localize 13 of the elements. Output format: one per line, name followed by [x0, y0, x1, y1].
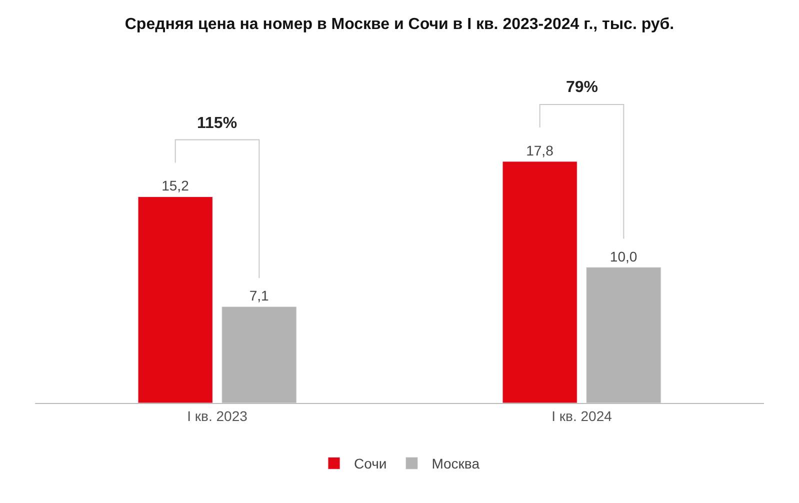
data-label: 10,0: [610, 248, 638, 264]
text: 115%: [197, 115, 238, 132]
bar: [502, 161, 578, 403]
data-label: 7,1: [249, 288, 270, 304]
data-label: 17,8: [526, 142, 554, 158]
text: 79%: [566, 79, 598, 96]
x-tick-label: I кв. 2023: [187, 408, 248, 424]
legend-label: Сочи: [354, 456, 387, 472]
legend-label: Москва: [432, 456, 480, 472]
x-tick-label: I кв. 2024: [552, 408, 612, 424]
data-label: 15,2: [162, 178, 190, 194]
bar: [138, 196, 213, 403]
chart-title: Средняя цена на номер в Москве и Сочи в I кв. 2023-2024 г., тыс. руб.: [124, 16, 674, 33]
